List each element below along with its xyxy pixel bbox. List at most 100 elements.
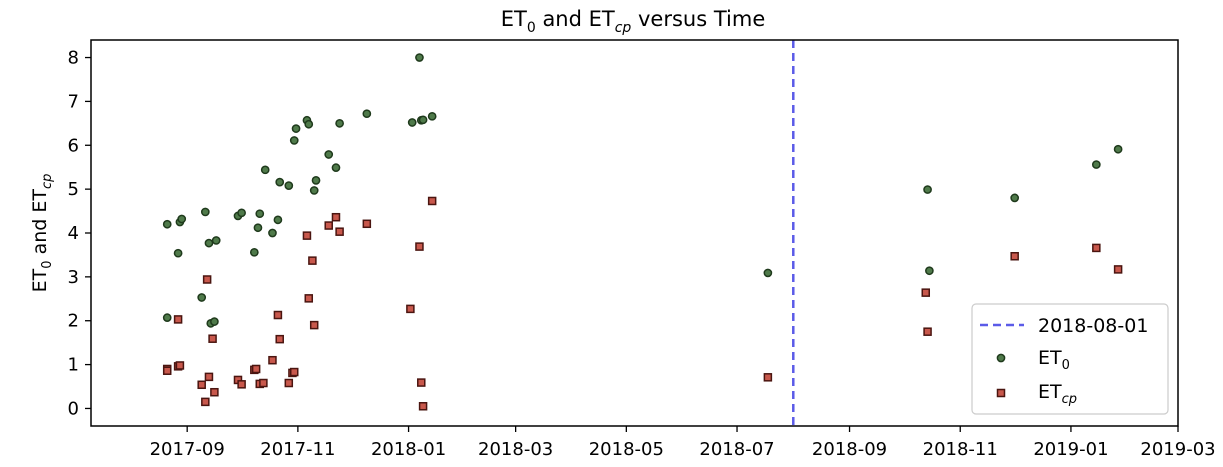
data-point-etcp — [289, 367, 299, 377]
legend-label-etcp: ETcp — [1038, 381, 1077, 407]
x-tick-label: 2018-03 — [478, 439, 553, 460]
x-tick-label: 2018-01 — [371, 439, 446, 460]
y-tick-label: 0 — [68, 398, 79, 419]
y-tick-label: 2 — [68, 311, 79, 332]
x-tick-label: 2018-09 — [812, 439, 887, 460]
x-tick-label: 2019-01 — [1033, 439, 1108, 460]
data-point-et0 — [253, 223, 263, 233]
data-point-etcp — [921, 288, 931, 297]
legend-swatch-etcp — [996, 388, 1006, 398]
data-point-etcp — [308, 256, 317, 265]
x-tick-label: 2018-07 — [699, 439, 774, 460]
data-point-etcp — [204, 372, 214, 382]
y-axis: 0 1 2 3 4 5 6 7 8 — [68, 48, 91, 419]
plot-frame — [90, 39, 1179, 427]
data-point-etcp — [251, 364, 261, 374]
data-point-etcp — [331, 212, 341, 222]
data-point-et0 — [162, 219, 172, 229]
series-et0 — [162, 53, 1123, 328]
data-point-etcp — [417, 378, 426, 387]
x-axis: 2017-09 2017-11 2018-01 2018-03 2018-05 2018-… — [150, 426, 1216, 460]
data-point-et0 — [197, 293, 207, 302]
data-point-etcp — [197, 380, 206, 390]
data-point-etcp — [309, 320, 319, 330]
data-point-et0 — [249, 247, 259, 257]
data-point-et0 — [275, 177, 285, 187]
data-point-et0 — [173, 248, 183, 258]
data-point-et0 — [211, 236, 221, 245]
data-point-etcp — [304, 294, 314, 303]
y-tick-label: 7 — [68, 91, 79, 112]
data-point-etcp — [210, 387, 219, 397]
data-point-et0 — [162, 313, 172, 323]
data-point-et0 — [427, 111, 437, 121]
data-point-et0 — [304, 119, 314, 129]
chart-title: ET0 and ETcp versus Time — [501, 7, 766, 36]
data-point-et0 — [177, 214, 187, 224]
data-point-etcp — [275, 334, 284, 344]
y-tick-label: 8 — [68, 48, 79, 69]
y-tick-label: 1 — [68, 355, 79, 376]
data-point-et0 — [210, 317, 219, 326]
data-point-et0 — [268, 228, 277, 238]
data-point-et0 — [763, 268, 773, 278]
series-etcp — [162, 196, 1123, 411]
data-point-et0 — [237, 208, 246, 218]
y-tick-label: 5 — [68, 179, 79, 200]
data-point-et0 — [260, 165, 270, 175]
legend-swatch-et0 — [996, 353, 1006, 363]
y-axis-label: ET0 and ETcp — [29, 174, 55, 293]
data-point-et0 — [331, 163, 341, 172]
y-tick-label: 4 — [68, 223, 79, 244]
x-tick-label: 2017-11 — [260, 439, 335, 460]
x-tick-label: 2018-05 — [589, 439, 664, 460]
data-point-et0 — [415, 53, 424, 62]
data-point-et0 — [923, 185, 932, 194]
y-tick-label: 6 — [68, 135, 79, 156]
x-tick-label: 2018-11 — [923, 439, 998, 460]
data-point-et0 — [309, 186, 319, 195]
data-point-etcp — [406, 304, 415, 314]
data-point-et0 — [255, 209, 265, 219]
data-point-et0 — [200, 207, 210, 217]
data-point-etcp — [175, 361, 185, 370]
data-point-et0 — [418, 115, 428, 125]
data-point-et0 — [1113, 144, 1123, 154]
data-point-etcp — [302, 231, 312, 240]
data-point-et0 — [1010, 193, 1020, 203]
data-point-etcp — [324, 221, 333, 230]
data-point-etcp — [162, 366, 172, 375]
data-point-etcp — [173, 315, 183, 324]
data-point-et0 — [925, 266, 934, 276]
data-point-etcp — [415, 242, 424, 251]
series-layer — [162, 53, 1123, 411]
data-point-etcp — [268, 355, 277, 365]
data-point-et0 — [407, 118, 417, 127]
data-point-et0 — [362, 109, 372, 119]
data-point-etcp — [427, 196, 437, 206]
data-point-etcp — [1010, 251, 1019, 261]
data-point-etcp — [335, 227, 344, 236]
data-point-et0 — [1091, 160, 1101, 169]
data-point-etcp — [1113, 265, 1123, 274]
data-point-etcp — [362, 219, 372, 229]
data-point-etcp — [273, 310, 283, 320]
legend-label-et0: ET0 — [1038, 347, 1070, 373]
data-point-et0 — [291, 124, 301, 133]
data-point-et0 — [324, 150, 334, 159]
data-point-etcp — [1092, 243, 1101, 253]
data-point-etcp — [923, 327, 932, 336]
data-point-et0 — [311, 176, 321, 185]
data-point-et0 — [273, 215, 283, 225]
data-point-etcp — [208, 334, 217, 343]
data-point-et0 — [289, 136, 299, 145]
data-point-etcp — [202, 275, 212, 284]
data-point-et0 — [284, 181, 294, 190]
legend-label-reference-line: 2018-08-01 — [1038, 315, 1148, 337]
legend: 2018-08-01 ET0 ETcp — [971, 303, 1169, 415]
data-point-etcp — [237, 380, 246, 389]
y-tick-label: 3 — [68, 267, 79, 288]
x-tick-label: 2017-09 — [150, 439, 225, 460]
data-point-etcp — [284, 378, 294, 388]
